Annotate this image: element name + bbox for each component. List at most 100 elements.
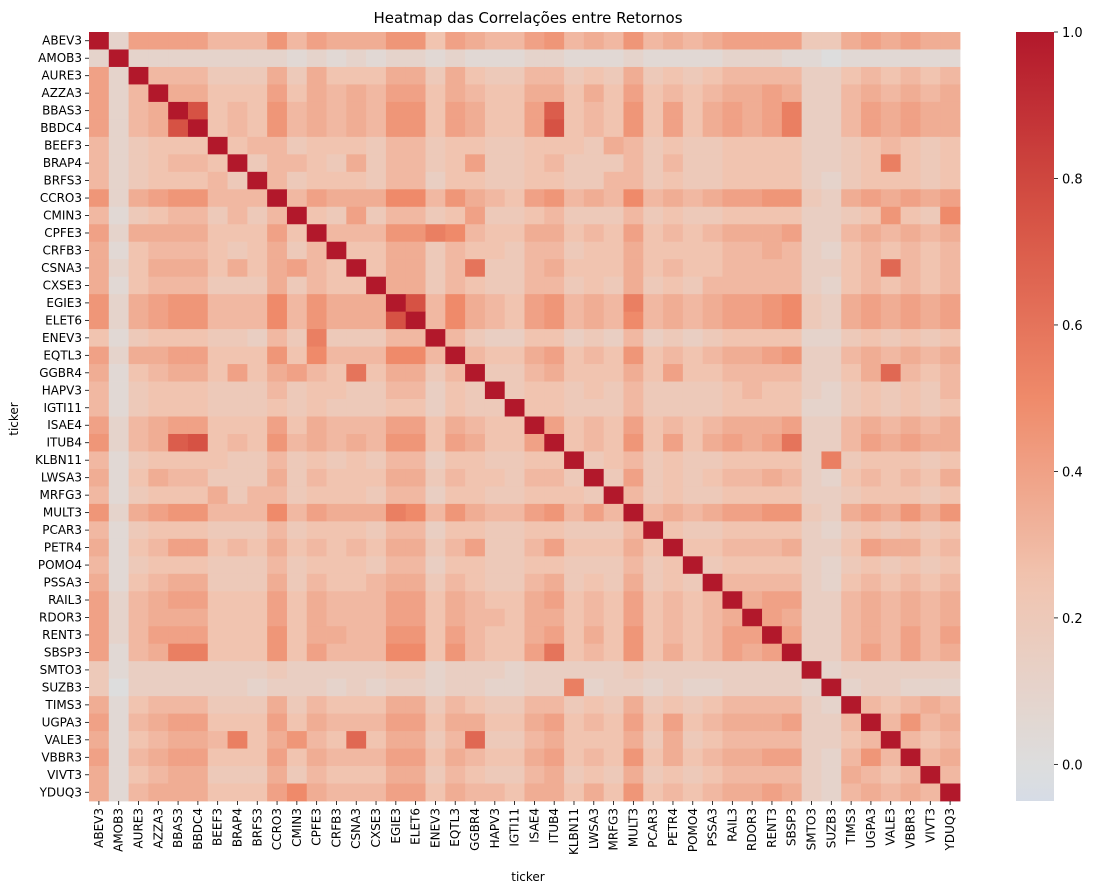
heatmap-cell	[247, 783, 268, 802]
heatmap-cell	[940, 49, 961, 68]
heatmap-cell	[89, 468, 110, 487]
heatmap-cell	[504, 84, 525, 103]
heatmap-cell	[583, 294, 605, 313]
heatmap-cell	[821, 154, 842, 173]
heatmap-cell	[148, 381, 169, 400]
y-tick-label: POMO4	[38, 558, 82, 572]
heatmap-cell	[425, 346, 446, 365]
heatmap-cell	[247, 696, 268, 715]
heatmap-cell	[207, 573, 228, 592]
heatmap-cell	[346, 416, 367, 435]
heatmap-cell	[781, 486, 803, 505]
heatmap-cell	[603, 136, 624, 155]
heatmap-cell	[128, 748, 149, 767]
heatmap-cell	[524, 206, 545, 225]
heatmap-cell	[366, 678, 387, 697]
heatmap-cell	[346, 171, 367, 190]
heatmap-cell	[187, 696, 209, 715]
heatmap-cell	[286, 364, 308, 382]
x-tick-label: BBAS3	[171, 808, 185, 848]
heatmap-cell	[920, 119, 941, 138]
heatmap-cell	[128, 224, 149, 243]
heatmap-cell	[762, 119, 783, 138]
x-tick-label: ITUB4	[547, 808, 561, 844]
heatmap-cell	[781, 731, 803, 749]
heatmap-cell	[148, 329, 169, 347]
heatmap-cell	[682, 486, 704, 505]
heatmap-cell	[504, 171, 525, 190]
heatmap-cell	[623, 643, 644, 662]
heatmap-cell	[940, 661, 961, 680]
heatmap-cell	[801, 189, 822, 208]
heatmap-cell	[346, 783, 367, 802]
heatmap-cell	[722, 451, 743, 470]
heatmap-cell	[267, 101, 288, 120]
heatmap-cell	[564, 241, 585, 260]
y-tick-label: VBBR3	[41, 750, 82, 764]
heatmap-cell	[742, 643, 763, 662]
heatmap-cell	[722, 783, 743, 802]
heatmap-cell	[267, 294, 288, 313]
heatmap-cell	[682, 661, 704, 680]
heatmap-cell	[643, 486, 664, 505]
heatmap-cell	[762, 49, 783, 68]
heatmap-cell	[128, 696, 149, 715]
heatmap-cell	[425, 241, 446, 260]
heatmap-cell	[524, 713, 545, 732]
heatmap-cell	[445, 241, 466, 260]
heatmap-cell	[385, 766, 407, 784]
heatmap-cell	[861, 573, 882, 592]
heatmap-cell	[583, 154, 605, 173]
x-tick-label: LWSA3	[587, 808, 601, 849]
heatmap-cell	[544, 416, 565, 435]
heatmap-cell	[405, 136, 426, 155]
heatmap-cell	[623, 189, 644, 208]
heatmap-cell	[940, 416, 961, 435]
heatmap-cell	[821, 748, 842, 767]
heatmap-cell	[920, 241, 941, 260]
heatmap-cell	[148, 171, 169, 190]
heatmap-cell	[742, 171, 763, 190]
heatmap-cell	[722, 608, 743, 627]
heatmap-cell	[128, 66, 149, 85]
heatmap-cell	[663, 521, 684, 540]
heatmap-cell	[524, 224, 545, 243]
heatmap-cell	[861, 136, 882, 155]
heatmap-cell	[128, 276, 149, 295]
heatmap-cell	[841, 399, 862, 417]
x-tick-label: ENEV3	[428, 808, 442, 848]
heatmap-cell	[465, 101, 486, 120]
heatmap-cell	[326, 346, 347, 365]
heatmap-cell	[425, 748, 446, 767]
heatmap-cell	[286, 643, 308, 662]
heatmap-cell	[286, 311, 308, 330]
heatmap-cell	[425, 556, 446, 575]
heatmap-cell	[702, 189, 723, 208]
heatmap-cell	[920, 731, 941, 749]
heatmap-cell	[425, 486, 446, 505]
heatmap-cell	[366, 381, 387, 400]
x-tick-label: VALE3	[884, 808, 898, 846]
heatmap-cell	[524, 678, 545, 697]
heatmap-cell	[366, 206, 387, 225]
heatmap-cell	[306, 696, 327, 715]
heatmap-cell	[346, 573, 367, 592]
heatmap-cell	[168, 329, 189, 347]
heatmap-cell	[940, 486, 961, 505]
heatmap-cell	[366, 713, 387, 732]
heatmap-cell	[682, 346, 704, 365]
heatmap-cell	[227, 451, 248, 470]
heatmap-cell	[187, 451, 209, 470]
heatmap-cell	[405, 84, 426, 103]
heatmap-cell	[286, 766, 308, 784]
heatmap-cell	[148, 32, 169, 50]
heatmap-cell	[702, 503, 723, 522]
heatmap-cell	[762, 748, 783, 767]
heatmap-cell	[781, 364, 803, 382]
heatmap-cell	[564, 713, 585, 732]
heatmap-cell	[682, 259, 704, 278]
heatmap-cell	[306, 189, 327, 208]
heatmap-cell	[484, 294, 506, 313]
x-tick-label: CSNA3	[349, 808, 363, 849]
